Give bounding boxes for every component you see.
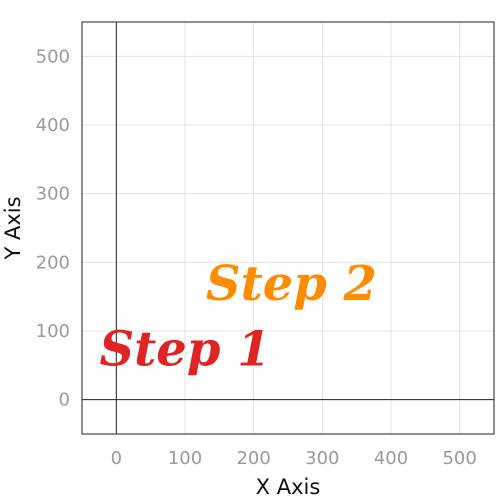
annotation-step-2: Step 2 — [206, 256, 377, 312]
x-tick-label: 400 — [374, 448, 408, 469]
y-axis-label: Y Axis — [1, 196, 25, 260]
y-tick-labels: 0 100 200 300 400 500 — [36, 46, 70, 410]
x-tick-label: 100 — [168, 448, 202, 469]
y-tick-label: 100 — [36, 321, 70, 342]
y-tick-label: 0 — [59, 390, 70, 411]
y-tick-label: 400 — [36, 115, 70, 136]
x-tick-labels: 0 100 200 300 400 500 — [111, 448, 477, 469]
x-tick-label: 300 — [305, 448, 339, 469]
x-tick-label: 200 — [236, 448, 270, 469]
y-tick-label: 200 — [36, 252, 70, 273]
zero-lines — [82, 22, 494, 434]
x-tick-label: 500 — [442, 448, 476, 469]
plot-frame — [81, 21, 495, 435]
grid — [82, 22, 494, 434]
annotations: Step 1 Step 2 — [99, 256, 376, 377]
x-tick-label: 0 — [111, 448, 122, 469]
annotation-step-1: Step 1 — [99, 321, 270, 377]
y-tick-label: 300 — [36, 184, 70, 205]
x-axis-label: X Axis — [256, 475, 321, 499]
y-tick-label: 500 — [36, 46, 70, 67]
